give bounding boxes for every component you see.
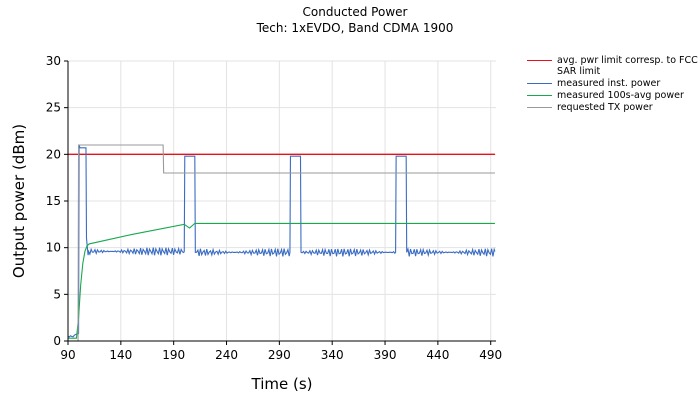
y-tick-label: 15	[46, 194, 61, 208]
legend-swatch	[527, 83, 552, 84]
legend-item: avg. pwr limit corresp. to FCC SAR limit	[527, 55, 699, 77]
y-tick-label: 30	[46, 54, 61, 68]
y-tick-label: 0	[53, 334, 61, 348]
legend-label: measured inst. power	[557, 78, 661, 89]
x-tick-label: 240	[215, 348, 238, 362]
x-tick-label: 390	[374, 348, 397, 362]
y-tick-label: 5	[53, 287, 61, 301]
x-tick-label: 440	[426, 348, 449, 362]
y-tick-label: 25	[46, 101, 61, 115]
legend-label: avg. pwr limit corresp. to FCC SAR limit	[557, 55, 698, 77]
chart-subtitle: Tech: 1xEVDO, Band CDMA 1900	[256, 21, 454, 35]
legend-label: measured 100s-avg power	[557, 90, 684, 101]
series-line-3	[68, 144, 495, 342]
legend-item: measured 100s-avg power	[527, 90, 699, 101]
x-axis-label: Time (s)	[251, 375, 313, 393]
x-tick-label: 190	[162, 348, 185, 362]
legend-item: requested TX power	[527, 102, 699, 113]
legend-swatch	[527, 95, 552, 96]
series-line-2	[68, 222, 495, 339]
series-line-1	[67, 144, 496, 338]
x-tick-label: 140	[109, 348, 132, 362]
legend: avg. pwr limit corresp. to FCC SAR limit…	[527, 55, 699, 114]
x-tick-label: 290	[268, 348, 291, 362]
legend-swatch	[527, 60, 552, 61]
x-tick-label: 90	[60, 348, 75, 362]
y-tick-label: 20	[46, 147, 61, 161]
legend-item: measured inst. power	[527, 78, 699, 89]
chart-title: Conducted Power	[302, 5, 408, 19]
x-tick-label: 340	[321, 348, 344, 362]
legend-label: requested TX power	[557, 102, 653, 113]
y-tick-label: 10	[46, 241, 61, 255]
y-axis-label: Output power (dBm)	[10, 124, 28, 278]
x-tick-label: 490	[479, 348, 502, 362]
legend-swatch	[527, 107, 552, 108]
